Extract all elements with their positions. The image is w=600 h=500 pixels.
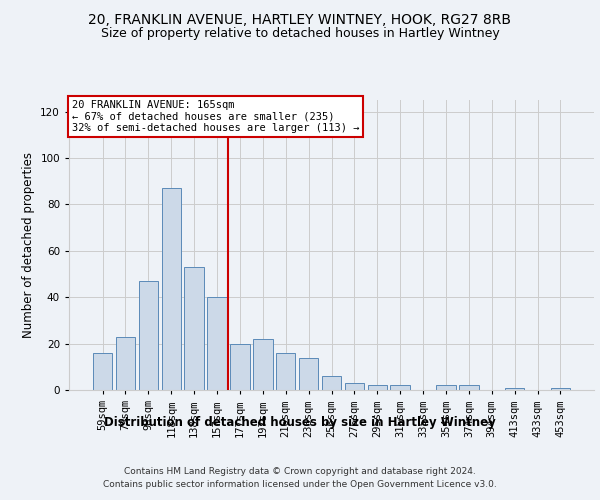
Bar — [276, 353, 295, 390]
Bar — [184, 267, 204, 390]
Text: 20 FRANKLIN AVENUE: 165sqm
← 67% of detached houses are smaller (235)
32% of sem: 20 FRANKLIN AVENUE: 165sqm ← 67% of deta… — [72, 100, 359, 133]
Bar — [391, 386, 410, 390]
Bar — [93, 353, 112, 390]
Bar — [116, 336, 135, 390]
Bar — [551, 388, 570, 390]
Bar — [139, 281, 158, 390]
Bar — [436, 386, 455, 390]
Bar — [322, 376, 341, 390]
Bar — [299, 358, 319, 390]
Text: Contains HM Land Registry data © Crown copyright and database right 2024.: Contains HM Land Registry data © Crown c… — [124, 468, 476, 476]
Bar — [505, 388, 524, 390]
Bar — [208, 297, 227, 390]
Y-axis label: Number of detached properties: Number of detached properties — [22, 152, 35, 338]
Bar — [230, 344, 250, 390]
Bar — [161, 188, 181, 390]
Bar — [253, 339, 272, 390]
Text: Size of property relative to detached houses in Hartley Wintney: Size of property relative to detached ho… — [101, 28, 499, 40]
Text: 20, FRANKLIN AVENUE, HARTLEY WINTNEY, HOOK, RG27 8RB: 20, FRANKLIN AVENUE, HARTLEY WINTNEY, HO… — [89, 12, 511, 26]
Bar — [344, 383, 364, 390]
Bar — [459, 386, 479, 390]
Text: Distribution of detached houses by size in Hartley Wintney: Distribution of detached houses by size … — [104, 416, 496, 429]
Bar — [368, 386, 387, 390]
Text: Contains public sector information licensed under the Open Government Licence v3: Contains public sector information licen… — [103, 480, 497, 489]
